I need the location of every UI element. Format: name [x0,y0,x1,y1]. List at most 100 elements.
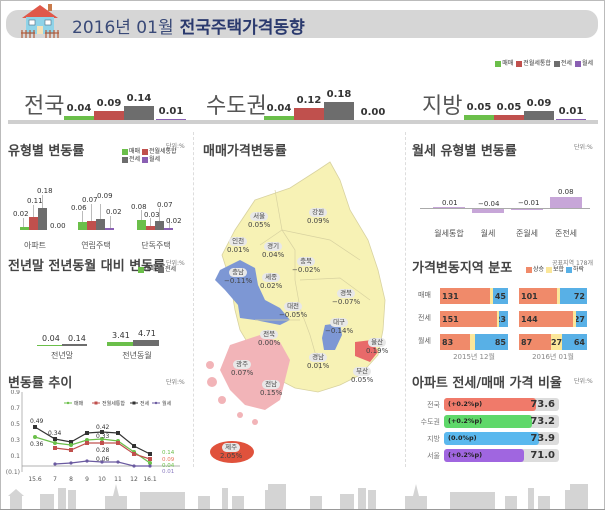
summary-value: 0.04 [66,103,92,114]
yoy-legend: 매매 전세 [138,266,176,274]
summary-bar [524,111,554,120]
column-divider [193,132,194,467]
svg-text:11: 11 [114,476,122,482]
unit-label: 단위:% [166,260,185,267]
category-label: 월세통합 [434,229,464,238]
map-region-daegu: 대구 −0.14% [325,318,354,335]
dist-bar: 144 27 [519,311,587,327]
category-label: 단독주택 [141,241,171,250]
dist-bar: 101 72 [519,288,587,304]
summary-value: 0.05 [496,102,522,113]
svg-text:8: 8 [69,476,73,482]
svg-text:0.7: 0.7 [10,405,20,412]
summary-value: 0.14 [126,93,152,104]
distribution-legend: 상승 보합 하락 [526,266,584,274]
period-label: 2015년 12월 [453,353,495,361]
category-label: 아파트 [23,241,47,250]
category-label: 월세 [480,229,496,238]
svg-text:15.6: 15.6 [28,476,42,482]
region-name-national: 전국 [24,94,65,119]
map-region-gwangju: 광주 0.07% [231,360,254,377]
summary-value: 0.09 [526,98,552,109]
svg-text:0.9: 0.9 [10,390,20,396]
category-label: 전년동월 [122,351,152,360]
dist-bar: 151 23 [440,311,508,327]
unit-label: 단위:% [574,378,593,385]
category-label: 연립주택 [81,241,111,250]
map-region-sejong: 세종 0.02% [260,273,283,290]
map-region-gyeonggi: 경기 0.04% [262,242,285,259]
map-region-seoul: 서울 0.05% [248,212,271,229]
summary-value: 0.05 [466,102,492,113]
summary-bar [464,115,494,120]
unit-label: 단위:% [166,379,185,386]
summary-value: 0.00 [360,107,386,118]
legend-item: 전월세통합 [516,58,551,67]
column-divider [405,132,406,467]
category-label: 전년말 [50,351,74,360]
city-skyline-decoration [0,484,605,510]
svg-text:12: 12 [130,476,138,482]
house-icon [21,4,59,38]
legend-item: 월세 [574,58,593,67]
svg-text:0.3: 0.3 [10,437,20,444]
summary-value: 0.18 [326,89,352,100]
row-label: 매매 [418,291,431,299]
map-region-gyeongbuk: 경북 −0.07% [332,289,361,306]
unit-label: 단위:% [574,144,593,151]
summary-bar [64,116,94,120]
section-title-distribution: 가격변동지역 분포 [412,261,513,276]
summary-bar [124,106,154,120]
summary-bar [324,102,354,120]
summary-chart: 전국 0.04 0.09 0.14 0.01 수도권 0.04 0.12 0.1… [8,70,598,126]
svg-text:10: 10 [98,476,106,482]
title-main: 전국주택가격동향 [179,18,305,38]
page-title: 2016년 01월 전국주택가격동향 [72,13,305,38]
svg-text:전월세통합: 전월세통합 [102,400,125,407]
map-region-daejeon: 대전 −0.05% [279,302,308,319]
summary-value: 0.01 [158,106,184,117]
map-region-busan: 부산 0.05% [351,367,374,384]
ratio-row: 지방 (0.0%p) 73.9 [412,432,559,445]
summary-value: 0.04 [266,103,292,114]
period-label: 2016년 01월 [532,353,574,361]
map-region-jeonbuk: 전북 0.00% [258,330,281,347]
svg-text:0.5: 0.5 [10,421,20,428]
title-date: 2016년 01월 [72,18,174,38]
summary-bar [264,116,294,120]
svg-text:(0.1): (0.1) [6,469,20,476]
map-region-jeonnam: 전남 0.15% [260,380,283,397]
svg-text:월세: 월세 [162,400,172,407]
summary-bar [494,115,524,120]
summary-value: 0.09 [96,98,122,109]
type-change-legend: 매매 전월세통합 전세 월세 [122,148,177,164]
unit-label: 단위:% [166,143,185,150]
ratio-row: 서울 (+0.2%p) 71.0 [412,449,559,462]
top-legend: 매매 전월세통합 전세 월세 [495,58,593,67]
ratio-row: 전국 (+0.2%p) 73.6 [412,398,559,411]
map-region-gyeongnam: 경남 0.01% [307,353,330,370]
legend-item: 전세 [553,58,572,67]
summary-value: 0.12 [296,95,322,106]
trend-line-chart: 0.9 0.7 0.5 0.3 0.1 (0.1) 15.6 7 8 9 10 11 12… [6,390,180,482]
ratio-row: 수도권 (+0.2%p) 73.2 [412,415,559,428]
section-title-type-change: 유형별 변동률 [8,144,85,159]
summary-bar [156,119,186,120]
map-region-chungbuk: 충북 −0.02% [292,257,321,274]
row-label: 월세 [418,337,431,345]
map-region-jeju: 제주 2.05% [220,443,243,460]
svg-text:9: 9 [85,476,89,482]
map-region-ulsan: 울산 0.19% [366,338,389,355]
category-label: 준전세 [554,229,578,238]
dist-bar: 87 27 64 [519,334,587,350]
section-title-trend: 변동률 추이 [8,376,73,391]
svg-text:전세: 전세 [140,400,150,407]
section-title-yoy: 전년말 전년동월 대비 변동률 [8,259,166,274]
summary-bar [294,108,324,120]
section-title-wolse-type: 월세 유형별 변동률 [412,144,517,159]
map-region-gangwon: 강원 0.09% [307,208,330,225]
row-label: 전세 [418,314,431,322]
title-bar [6,10,598,38]
svg-text:16.1: 16.1 [143,476,157,482]
svg-text:매매: 매매 [74,400,84,407]
